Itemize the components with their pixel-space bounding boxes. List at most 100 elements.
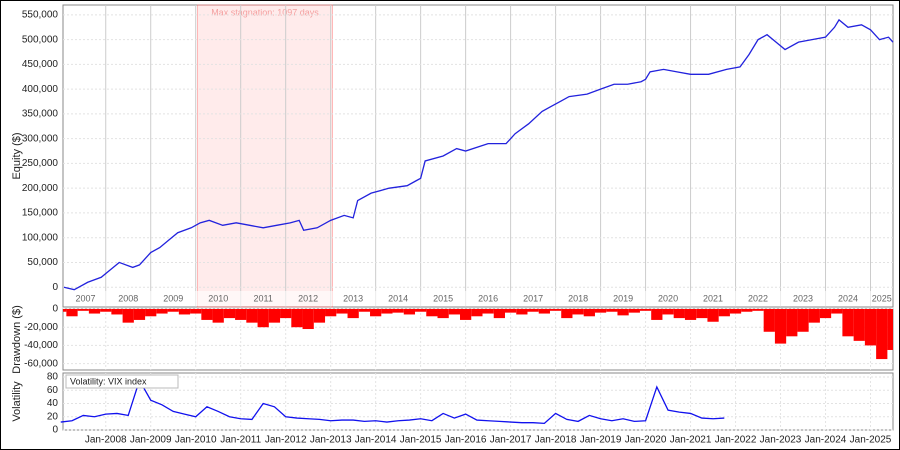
y-tick-label: 40: [47, 398, 59, 409]
x-tick-label: Jan-2025: [850, 435, 892, 446]
drawdown-bar: [223, 309, 236, 319]
year-label: 2010: [208, 293, 228, 303]
drawdown-bar: [617, 309, 629, 316]
line: [60, 378, 725, 425]
x-tick-label: Jan-2020: [625, 435, 667, 446]
year-label: 2023: [793, 293, 813, 303]
drawdown-bar: [729, 309, 742, 314]
x-tick-label: Jan-2011: [220, 435, 261, 446]
drawdown-bar: [752, 309, 764, 311]
drawdown-bar: [415, 309, 427, 312]
y-axis-label: Volatility: [11, 381, 23, 422]
year-label: 2024: [838, 293, 858, 303]
year-label: 2011: [254, 293, 273, 303]
drawdown-bar: [246, 309, 258, 323]
drawdown-bar: [403, 309, 416, 315]
x-tick-label: Jan-2008: [85, 435, 127, 446]
drawdown-bar: [594, 309, 607, 313]
x-tick-label: Jan-2017: [490, 435, 532, 446]
y-tick-label: 450,000: [22, 59, 59, 70]
y-tick-label: 100,000: [22, 232, 59, 243]
x-tick-label: Jan-2024: [805, 435, 847, 446]
y-tick-label: -40,000: [24, 340, 58, 351]
year-label: 2017: [523, 293, 543, 303]
drawdown-bar: [651, 309, 663, 320]
drawdown-bar: [527, 309, 539, 312]
x-tick-label: Jan-2018: [535, 435, 577, 446]
year-label: 2020: [658, 293, 678, 303]
drawdown-bar: [426, 309, 438, 317]
x-tick-label: Jan-2009: [130, 435, 172, 446]
drawdown-bar: [325, 309, 337, 317]
drawdown-bar: [538, 309, 550, 314]
y-tick-label: -20,000: [24, 322, 58, 333]
drawdown-bar: [313, 309, 326, 323]
drawdown-bar: [63, 309, 67, 312]
drawdown-bar: [257, 309, 269, 328]
drawdown-bar: [876, 309, 888, 360]
drawdown-bar: [707, 309, 719, 322]
drawdown-bar: [381, 309, 393, 314]
y-tick-label: 50,000: [27, 257, 58, 268]
drawdown-bar: [77, 309, 89, 311]
drawdown-bar: [853, 309, 865, 341]
drawdown-bar: [156, 309, 168, 314]
drawdown-bar: [347, 309, 359, 319]
drawdown-bar: [797, 309, 809, 332]
year-label: 2007: [75, 293, 95, 303]
drawdown-bar: [774, 309, 787, 344]
drawdown-bar: [516, 309, 528, 315]
x-tick-label: Jan-2015: [400, 435, 442, 446]
year-strip: [64, 291, 892, 306]
drawdown-bar: [66, 309, 78, 317]
y-tick-label: 0: [52, 304, 58, 315]
drawdown-bar: [460, 309, 472, 320]
drawdown-bar: [392, 309, 404, 313]
drawdown-bar: [864, 309, 877, 346]
y-tick-label: 60: [47, 385, 59, 396]
drawdown-bar: [696, 309, 708, 319]
drawdown-bar: [887, 309, 893, 350]
year-label: 2021: [703, 293, 723, 303]
year-label: 2022: [748, 293, 768, 303]
x-tick-label: Jan-2019: [580, 435, 622, 446]
drawdown-bar: [763, 309, 775, 332]
drawdown-bar: [122, 309, 134, 323]
drawdown-bar: [100, 309, 112, 312]
drawdown-bar: [437, 309, 449, 319]
drawdown-bar: [88, 309, 101, 314]
year-label: 2013: [343, 293, 363, 303]
drawdown-bar: [235, 309, 247, 320]
drawdown-bar: [786, 309, 798, 337]
y-axis-label: Equity ($): [11, 132, 23, 179]
legend-box: [65, 374, 179, 389]
y-tick-label: 0: [52, 425, 58, 436]
year-label: 2009: [163, 293, 183, 303]
drawdown-bar: [572, 309, 584, 315]
drawdown-bar: [808, 309, 820, 323]
drawdown-bar: [291, 309, 303, 328]
year-label: 2014: [388, 293, 408, 303]
y-tick-label: -60,000: [24, 358, 58, 369]
year-label: 2015: [433, 293, 453, 303]
drawdown-bar: [819, 309, 832, 319]
year-label: 2018: [568, 293, 588, 303]
y-tick-label: 150,000: [22, 208, 59, 219]
drawdown-bar: [167, 309, 179, 312]
year-label: 2019: [613, 293, 633, 303]
drawdown-bar: [606, 309, 618, 312]
drawdown-bar: [111, 309, 123, 315]
drawdown-bar: [639, 309, 652, 311]
x-tick-label: Jan-2016: [445, 435, 487, 446]
y-tick-label: 80: [47, 372, 59, 383]
drawdown-bar: [673, 309, 685, 319]
x-tick-label: Jan-2014: [355, 435, 397, 446]
year-label: 2012: [298, 293, 318, 303]
drawdown-bar: [718, 309, 730, 317]
drawdown-bar: [842, 309, 854, 337]
y-tick-label: 200,000: [22, 183, 59, 194]
y-tick-label: 20: [47, 411, 59, 422]
year-label: 2016: [478, 293, 498, 303]
